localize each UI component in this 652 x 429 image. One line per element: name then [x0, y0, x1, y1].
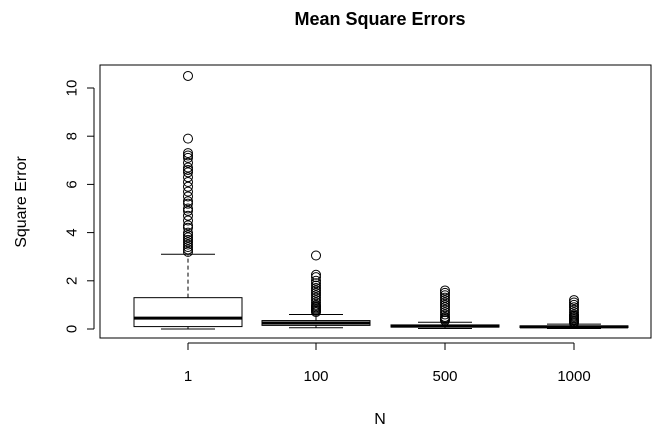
outlier-point — [311, 295, 321, 306]
outlier-point — [440, 309, 450, 320]
outlier-point — [183, 203, 193, 214]
box-500 — [390, 285, 500, 330]
outlier-point — [440, 290, 450, 301]
box-1 — [133, 70, 243, 330]
outlier-point — [183, 237, 193, 248]
y-tick-label: 4 — [64, 228, 81, 236]
y-tick-label: 8 — [64, 132, 81, 140]
x-axis-label: N — [374, 411, 386, 428]
outlier-point — [183, 191, 193, 202]
outlier-point — [311, 290, 321, 301]
outlier-point — [440, 295, 450, 306]
outlier-point — [183, 148, 193, 159]
outlier-point — [183, 222, 193, 233]
outlier-point — [440, 292, 450, 303]
outlier-point — [183, 172, 193, 183]
outlier-point — [183, 186, 193, 197]
box-1000 — [519, 295, 629, 330]
chart-title: Mean Square Errors — [294, 9, 465, 29]
outlier-point — [183, 196, 193, 207]
outlier-point — [569, 299, 579, 310]
y-tick-label: 6 — [64, 180, 81, 188]
outlier-point — [311, 287, 321, 298]
outlier-point — [311, 280, 321, 291]
outlier-point — [183, 227, 193, 238]
outlier-point — [183, 232, 193, 243]
outlier-point — [183, 239, 193, 250]
outlier-point — [183, 176, 193, 187]
outlier-point — [183, 181, 193, 192]
outlier-point — [440, 307, 450, 318]
outlier-point — [183, 242, 193, 253]
outlier-point — [311, 275, 321, 286]
outlier-point — [183, 220, 193, 231]
outlier-point — [183, 210, 193, 221]
outlier-point — [311, 297, 321, 308]
outlier-point — [440, 297, 450, 308]
outlier-point — [183, 157, 193, 168]
outlier-point — [569, 295, 579, 306]
outlier-point — [440, 315, 450, 326]
outlier-point — [311, 292, 321, 303]
outlier-point — [183, 198, 193, 209]
outlier-point — [183, 234, 193, 245]
y-axis: 0 2 4 6 8 10 — [64, 80, 95, 333]
outlier-point — [440, 304, 450, 315]
outlier-point — [183, 205, 193, 216]
outlier-point — [569, 302, 579, 313]
iqr-box — [133, 297, 243, 328]
y-tick-label: 2 — [64, 277, 81, 285]
outlier-point — [311, 278, 321, 289]
outlier-point — [440, 287, 450, 298]
plot-frame — [99, 64, 652, 339]
outlier-point — [183, 152, 193, 163]
outlier-point — [311, 250, 321, 261]
outlier-point — [183, 215, 193, 226]
outlier-point — [183, 164, 193, 175]
outlier-point — [569, 297, 579, 308]
boxes-group — [133, 70, 629, 330]
outlier-point — [311, 307, 321, 318]
outlier-point — [183, 162, 193, 173]
outlier-point — [183, 70, 193, 81]
x-tick-label: 500 — [432, 368, 457, 385]
outlier-point — [311, 272, 321, 283]
outlier-point — [183, 167, 193, 178]
y-tick-label: 0 — [64, 325, 81, 333]
x-tick-label: 100 — [303, 368, 328, 385]
outlier-point — [440, 285, 450, 296]
x-axis: 1 100 500 1000 — [184, 342, 591, 385]
outlier-point — [183, 230, 193, 241]
outlier-point — [183, 133, 193, 144]
outlier-point — [440, 299, 450, 310]
y-axis-label: Square Error — [13, 156, 30, 248]
outlier-point — [311, 285, 321, 296]
y-tick-label: 10 — [64, 80, 81, 97]
outlier-point — [183, 246, 193, 257]
x-tick-label: 1 — [184, 368, 192, 385]
x-tick-label: 1000 — [557, 368, 590, 385]
outlier-point — [440, 302, 450, 313]
outlier-point — [311, 269, 321, 280]
outlier-point — [569, 307, 579, 318]
box-100 — [261, 250, 371, 329]
outlier-point — [569, 304, 579, 315]
outlier-point — [183, 150, 193, 161]
outlier-point — [183, 244, 193, 255]
outlier-point — [311, 283, 321, 294]
outlier-point — [569, 317, 579, 328]
